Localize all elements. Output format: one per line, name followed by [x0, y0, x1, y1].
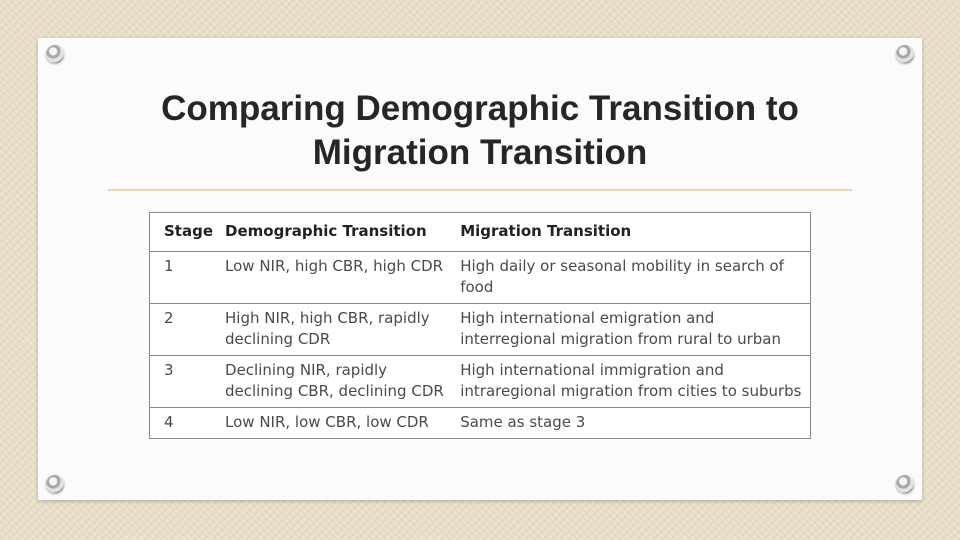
- stage-cell: 2: [150, 303, 220, 356]
- demographic-cell: High NIR, high CBR, rapidly declining CD…: [219, 303, 455, 356]
- transition-table-frame: Stage Demographic Transition Migration T…: [149, 212, 811, 439]
- table-row: 4 Low NIR, low CBR, low CDR Same as stag…: [150, 407, 810, 438]
- stage-cell: 3: [150, 355, 220, 408]
- table-row: 3 Declining NIR, rapidly declining CBR, …: [150, 355, 810, 408]
- pushpin-icon: [896, 475, 914, 493]
- pushpin-icon: [896, 45, 914, 63]
- stage-cell: 4: [164, 412, 174, 431]
- demographic-cell: Declining NIR, rapidly declining CBR, de…: [219, 355, 455, 408]
- pushpin-icon: [46, 475, 64, 493]
- slide-card: Comparing Demographic Transition to Migr…: [38, 38, 922, 500]
- demographic-cell: Low NIR, low CBR, low CDR: [225, 412, 429, 431]
- migration-cell: High daily or seasonal mobility in searc…: [454, 251, 810, 304]
- pushpin-icon: [46, 45, 64, 63]
- slide-title: Comparing Demographic Transition to Migr…: [38, 87, 922, 175]
- header-demographic-transition: Demographic Transition: [219, 213, 455, 252]
- demographic-cell: Low NIR, high CBR, high CDR: [219, 251, 455, 304]
- migration-cell: High international emigration and interr…: [454, 303, 810, 356]
- header-migration-transition: Migration Transition: [454, 213, 810, 252]
- migration-cell: High international immigration and intra…: [454, 355, 810, 408]
- stage-cell: 1: [150, 251, 220, 304]
- slide-title-line-2: Migration Transition: [312, 133, 648, 172]
- table-header-row: Stage Demographic Transition Migration T…: [150, 213, 810, 252]
- transition-table: Stage Demographic Transition Migration T…: [150, 213, 810, 438]
- header-stage: Stage: [150, 213, 220, 252]
- table-row: 2 High NIR, high CBR, rapidly declining …: [150, 303, 810, 356]
- title-divider: [108, 189, 852, 191]
- table-row: 1 Low NIR, high CBR, high CDR High daily…: [150, 251, 810, 304]
- slide-title-line-1: Comparing Demographic Transition to: [161, 89, 799, 128]
- migration-cell: Same as stage 3: [460, 412, 586, 431]
